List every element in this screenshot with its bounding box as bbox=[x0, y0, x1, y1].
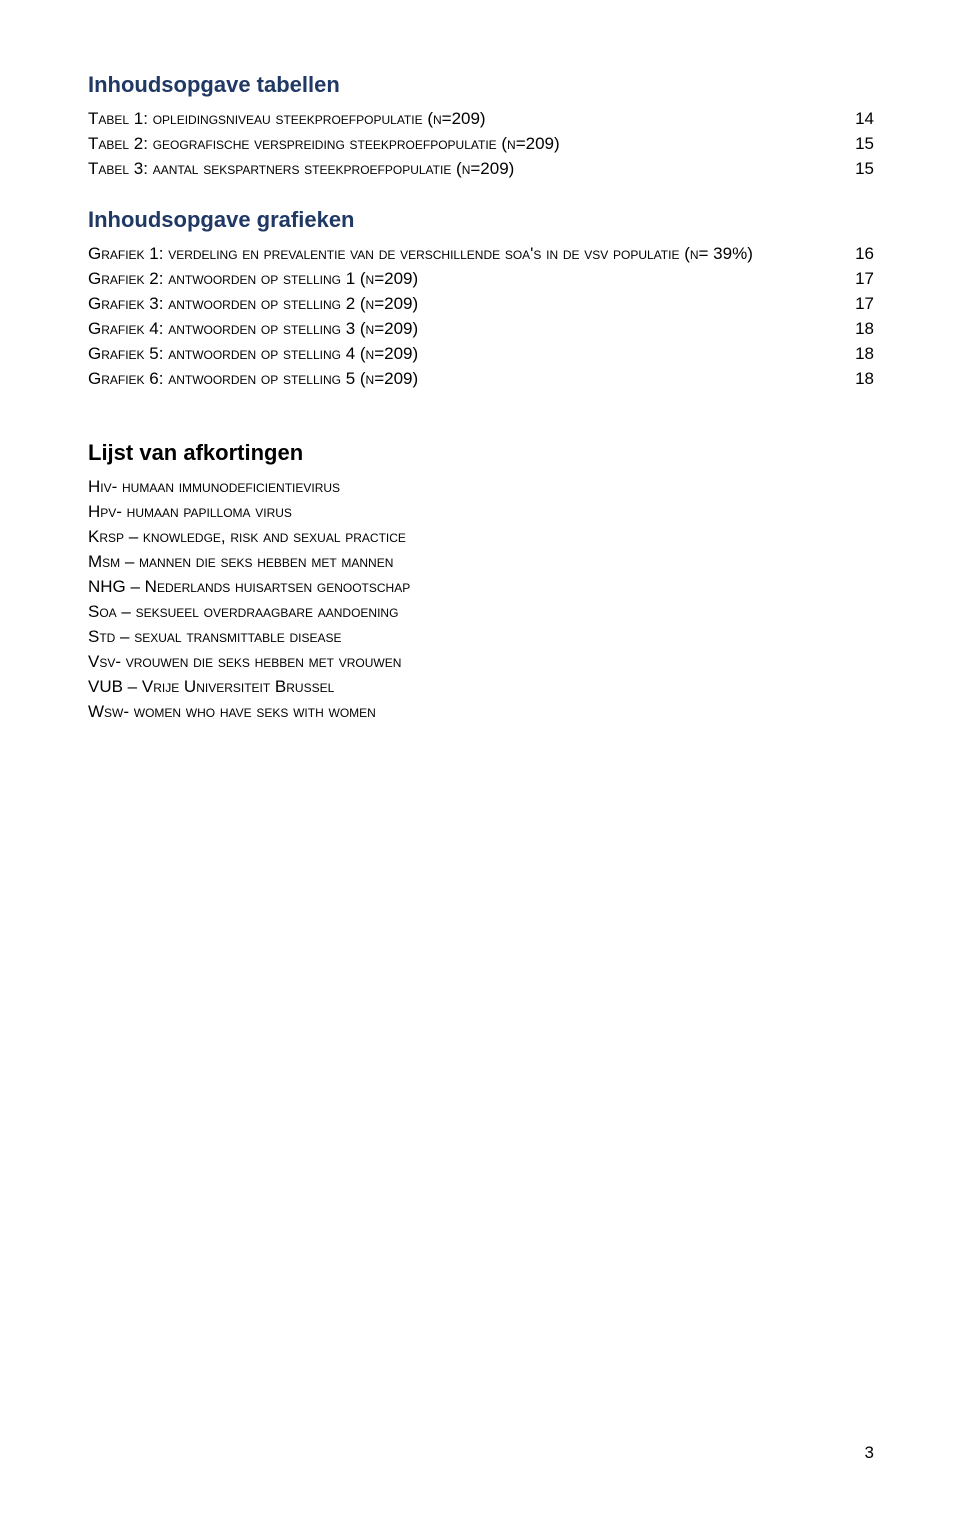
toc-page: 14 bbox=[844, 108, 874, 131]
abbrev-item: Hiv- humaan immunodeficientievirus bbox=[88, 476, 874, 499]
toc-label: Tabel 3: aantal sekspartners steekproefp… bbox=[88, 158, 844, 181]
toc-page: 18 bbox=[844, 318, 874, 341]
toc-label: Tabel 1: opleidingsniveau steekproefpopu… bbox=[88, 108, 844, 131]
document-page: Inhoudsopgave tabellen Tabel 1: opleidin… bbox=[0, 0, 960, 1519]
abbrev-item: Wsw- women who have seks with women bbox=[88, 701, 874, 724]
abbrev-item: Vsv- vrouwen die seks hebben met vrouwen bbox=[88, 651, 874, 674]
abbrev-item: Soa – seksueel overdraagbare aandoening bbox=[88, 601, 874, 624]
page-number: 3 bbox=[865, 1443, 874, 1463]
toc-entry: Grafiek 2: antwoorden op stelling 1 (n=2… bbox=[88, 268, 874, 291]
toc-label: Grafiek 6: antwoorden op stelling 5 (n=2… bbox=[88, 368, 844, 391]
toc-label: Grafiek 5: antwoorden op stelling 4 (n=2… bbox=[88, 343, 844, 366]
abbrev-item: NHG – Nederlands huisartsen genootschap bbox=[88, 576, 874, 599]
toc-entry: Tabel 3: aantal sekspartners steekproefp… bbox=[88, 158, 874, 181]
toc-label: Grafiek 2: antwoorden op stelling 1 (n=2… bbox=[88, 268, 844, 291]
toc-page: 18 bbox=[844, 368, 874, 391]
toc-page: 17 bbox=[844, 268, 874, 291]
spacer bbox=[88, 183, 874, 207]
toc-entry: Tabel 2: geografische verspreiding steek… bbox=[88, 133, 874, 156]
abbrev-item: Std – sexual transmittable disease bbox=[88, 626, 874, 649]
toc-page: 18 bbox=[844, 343, 874, 366]
spacer bbox=[88, 416, 874, 440]
toc-page: 15 bbox=[844, 158, 874, 181]
spacer bbox=[88, 392, 874, 416]
abbrev-item: VUB – Vrije Universiteit Brussel bbox=[88, 676, 874, 699]
toc-entry: Grafiek 3: antwoorden op stelling 2 (n=2… bbox=[88, 293, 874, 316]
toc-label: Grafiek 1: verdeling en prevalentie van … bbox=[88, 243, 844, 266]
toc-entry: Grafiek 1: verdeling en prevalentie van … bbox=[88, 243, 874, 266]
toc-page: 16 bbox=[844, 243, 874, 266]
abbrev-item: Krsp – knowledge, risk and sexual practi… bbox=[88, 526, 874, 549]
heading-tabellen: Inhoudsopgave tabellen bbox=[88, 72, 874, 98]
toc-entry: Grafiek 4: antwoorden op stelling 3 (n=2… bbox=[88, 318, 874, 341]
toc-label: Grafiek 4: antwoorden op stelling 3 (n=2… bbox=[88, 318, 844, 341]
abbrev-item: Hpv- humaan papilloma virus bbox=[88, 501, 874, 524]
heading-grafieken: Inhoudsopgave grafieken bbox=[88, 207, 874, 233]
toc-page: 17 bbox=[844, 293, 874, 316]
toc-entry: Grafiek 6: antwoorden op stelling 5 (n=2… bbox=[88, 368, 874, 391]
heading-afkortingen: Lijst van afkortingen bbox=[88, 440, 874, 466]
toc-label: Tabel 2: geografische verspreiding steek… bbox=[88, 133, 844, 156]
toc-page: 15 bbox=[844, 133, 874, 156]
toc-label: Grafiek 3: antwoorden op stelling 2 (n=2… bbox=[88, 293, 844, 316]
abbrev-item: Msm – mannen die seks hebben met mannen bbox=[88, 551, 874, 574]
toc-entry: Tabel 1: opleidingsniveau steekproefpopu… bbox=[88, 108, 874, 131]
toc-entry: Grafiek 5: antwoorden op stelling 4 (n=2… bbox=[88, 343, 874, 366]
